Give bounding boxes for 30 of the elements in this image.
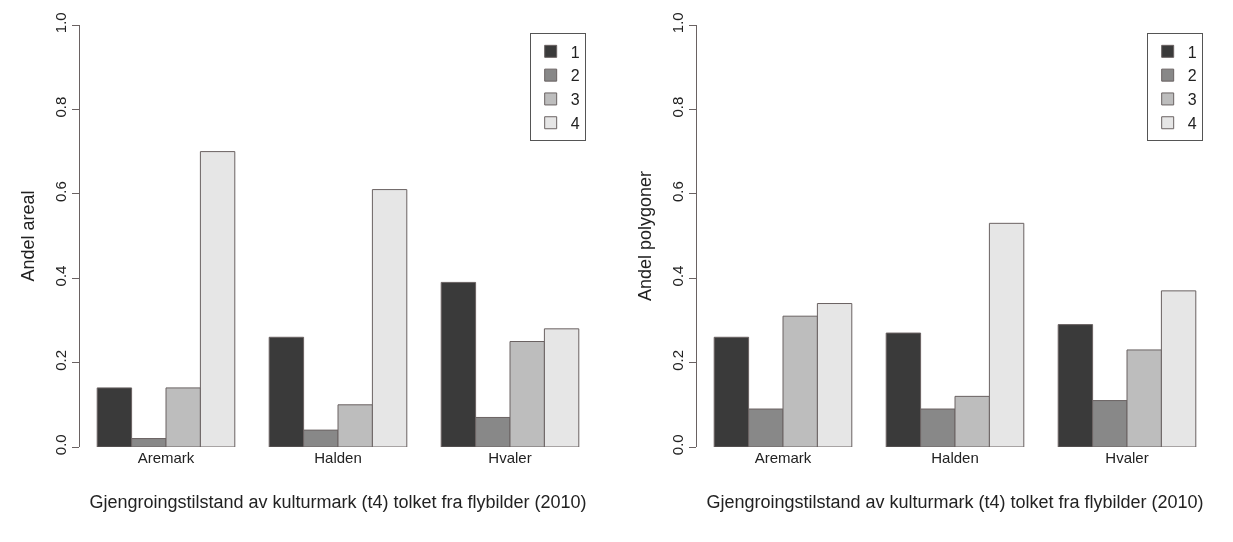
x-axis-title: Gjengroingstilstand av kulturmark (t4) tolket fra flybilder (2010) bbox=[89, 492, 587, 513]
y-tick-label: 0.8 bbox=[52, 96, 69, 118]
x-axis-title: Gjengroingstilstand av kulturmark (t4) tolket fra flybilder (2010) bbox=[706, 492, 1204, 513]
y-tick-label: 1.0 bbox=[52, 12, 69, 34]
legend-label: 4 bbox=[570, 114, 580, 132]
legend-label: 2 bbox=[1187, 67, 1197, 85]
y-axis-title: Andel polygoner bbox=[635, 170, 655, 302]
y-tick-label: 0.0 bbox=[52, 434, 69, 456]
y-tick-label: 0.8 bbox=[669, 96, 686, 118]
x-tick-label: Hvaler bbox=[1105, 449, 1149, 466]
x-tick-label: Halden bbox=[931, 449, 979, 466]
y-tick-label: 0.6 bbox=[669, 181, 686, 202]
legend-label: 3 bbox=[1187, 91, 1197, 109]
y-tick-label: 0.0 bbox=[669, 434, 686, 456]
legend-label: 4 bbox=[1187, 114, 1197, 132]
legend-label: 2 bbox=[570, 67, 580, 85]
x-tick-label: Hvaler bbox=[488, 449, 532, 466]
legend-label: 3 bbox=[570, 91, 580, 109]
legend-label: 1 bbox=[1187, 43, 1197, 61]
y-tick-label: 0.4 bbox=[52, 265, 69, 287]
x-tick-label: Aremark bbox=[137, 449, 195, 466]
y-tick-label: 0.2 bbox=[669, 349, 686, 371]
y-tick-label: 0.4 bbox=[669, 265, 686, 287]
y-tick-label: 0.2 bbox=[52, 349, 69, 371]
x-tick-label: Halden bbox=[314, 449, 362, 466]
y-axis-title: Andel areal bbox=[18, 190, 38, 282]
y-tick-label: 0.6 bbox=[52, 181, 69, 202]
x-tick-label: Aremark bbox=[754, 449, 812, 466]
legend-label: 1 bbox=[570, 43, 580, 61]
y-tick-label: 1.0 bbox=[669, 12, 686, 34]
